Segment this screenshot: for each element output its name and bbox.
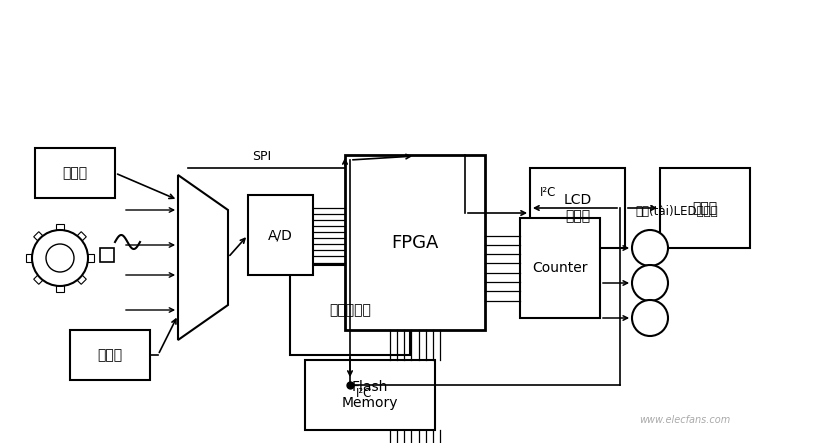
Polygon shape bbox=[26, 254, 33, 262]
Polygon shape bbox=[56, 225, 63, 232]
Text: I²C: I²C bbox=[540, 186, 556, 199]
Circle shape bbox=[632, 265, 668, 301]
Bar bbox=[35, 148, 115, 198]
Bar bbox=[248, 195, 313, 275]
Text: SPI: SPI bbox=[252, 150, 271, 163]
Bar bbox=[530, 168, 625, 248]
Polygon shape bbox=[86, 254, 93, 262]
Text: 显示器: 显示器 bbox=[693, 201, 718, 215]
Text: 传感器: 传感器 bbox=[98, 348, 123, 362]
Circle shape bbox=[32, 230, 88, 286]
Text: www.elecfans.com: www.elecfans.com bbox=[639, 415, 730, 425]
Text: Flash
Memory: Flash Memory bbox=[341, 380, 398, 410]
Text: 狀態(tài)LED指示燈: 狀態(tài)LED指示燈 bbox=[635, 205, 718, 218]
Text: Counter: Counter bbox=[533, 261, 588, 275]
Circle shape bbox=[632, 300, 668, 336]
Polygon shape bbox=[76, 232, 86, 242]
Polygon shape bbox=[33, 232, 44, 242]
Bar bbox=[660, 168, 750, 248]
Polygon shape bbox=[76, 274, 86, 284]
Text: I²C: I²C bbox=[356, 387, 372, 400]
Bar bbox=[100, 248, 114, 262]
Bar bbox=[290, 265, 410, 355]
Bar bbox=[70, 330, 150, 380]
Bar bbox=[345, 155, 485, 330]
Circle shape bbox=[632, 230, 668, 266]
Polygon shape bbox=[178, 175, 228, 340]
Polygon shape bbox=[56, 284, 63, 291]
Text: LCD
控制器: LCD 控制器 bbox=[563, 193, 592, 223]
Bar bbox=[520, 218, 600, 318]
Text: FPGA: FPGA bbox=[391, 233, 439, 252]
Circle shape bbox=[46, 244, 74, 272]
Bar bbox=[305, 360, 435, 430]
Polygon shape bbox=[33, 274, 44, 284]
Text: A/D: A/D bbox=[268, 228, 293, 242]
Text: 传感器: 传感器 bbox=[63, 166, 88, 180]
Text: 微型控制器: 微型控制器 bbox=[329, 303, 371, 317]
